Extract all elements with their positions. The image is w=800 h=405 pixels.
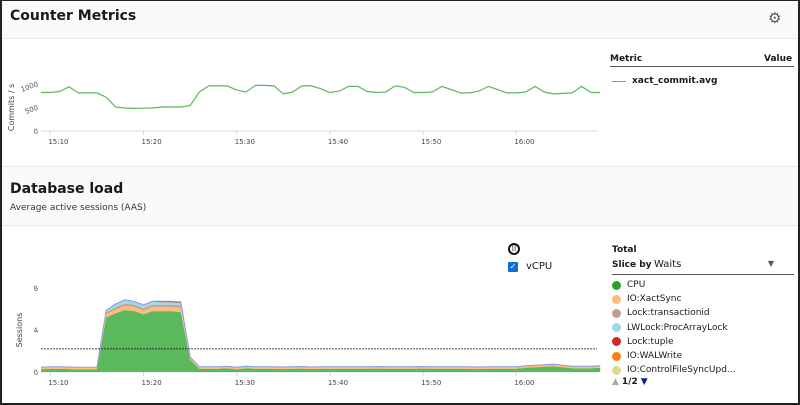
pause-button[interactable]: || xyxy=(508,243,520,255)
legend-label: IO:XactSync xyxy=(627,294,682,305)
color-swatch-icon xyxy=(612,365,621,375)
legend-total: Total xyxy=(612,245,637,255)
x-tick-label: 15:10 xyxy=(48,138,68,146)
legend-item[interactable]: xact_commit.avg xyxy=(612,76,717,86)
section-title: Counter Metrics xyxy=(10,8,137,24)
color-swatch-icon xyxy=(612,351,621,361)
legend-label: xact_commit.avg xyxy=(632,76,718,86)
legend-label: IO:ControlFileSyncUpd... xyxy=(627,365,736,376)
legend-label: LWLock:ProcArrayLock xyxy=(627,322,728,333)
legend-item[interactable]: Lock:tuple xyxy=(612,337,674,347)
x-tick-label: 15:50 xyxy=(421,379,441,387)
color-swatch-icon xyxy=(612,337,621,347)
y-tick-label: 8 xyxy=(32,284,39,293)
x-tick-label: 15:30 xyxy=(235,379,255,387)
checkbox-checked-icon[interactable]: ✓ xyxy=(508,261,518,272)
legend-metric-header: Metric xyxy=(610,54,643,64)
legend-value-header: Value xyxy=(764,54,793,64)
legend-item[interactable]: LWLock:ProcArrayLock xyxy=(612,323,728,333)
legend-label: CPU xyxy=(627,280,646,290)
total-outline xyxy=(40,299,601,368)
legend-item[interactable]: IO:WALWrite xyxy=(612,351,682,361)
database-load-chart: 15:10 15:20 15:30 15:40 15:50 16:00 0 4 8 Session… xyxy=(15,284,601,387)
area-cpu xyxy=(41,310,601,372)
previous-page-icon[interactable]: ▲ xyxy=(612,377,619,387)
x-tick-label: 16:00 xyxy=(514,379,534,387)
section-subtitle: Average active sessions (AAS) xyxy=(10,203,147,213)
x-tick-label: 15:40 xyxy=(328,138,348,146)
slice-by-value: Waits xyxy=(654,259,682,270)
legend-label: Lock:tuple xyxy=(627,336,674,347)
counter-chart: 15:10 15:20 15:30 15:40 15:50 16:00 0 500 1000 Co… xyxy=(7,80,601,146)
page-indicator: 1/2 xyxy=(621,377,638,387)
y-tick-label: 4 xyxy=(32,326,39,335)
legend-item[interactable]: IO:ControlFileSyncUpd... xyxy=(612,365,736,375)
gear-icon[interactable]: ⚙ xyxy=(768,9,782,27)
y-tick-label: 1000 xyxy=(20,80,39,94)
x-tick-label: 16:00 xyxy=(514,138,534,146)
database-load-header: Database load Average active sessions (A… xyxy=(2,166,798,226)
legend-label: IO:WALWrite xyxy=(627,351,683,361)
color-swatch-icon xyxy=(612,280,621,290)
x-tick-label: 15:10 xyxy=(48,379,68,387)
vcpu-label: vCPU xyxy=(526,261,553,272)
legend-pagination: ▲ 1/2 ▼ xyxy=(612,377,648,387)
y-tick-label: 0 xyxy=(32,127,39,136)
x-tick-label: 15:20 xyxy=(142,379,162,387)
slice-by-dropdown[interactable]: Waits ▼ xyxy=(654,259,774,270)
y-axis-label: Sessions xyxy=(15,313,24,348)
slice-by-label: Slice by xyxy=(612,260,652,270)
color-swatch-icon xyxy=(612,323,621,333)
legend-label: Lock:transactionid xyxy=(627,308,710,319)
legend-divider xyxy=(612,274,794,275)
y-axis-label: Commits / s xyxy=(7,84,16,132)
legend-item[interactable]: CPU xyxy=(612,280,645,290)
x-tick-label: 15:30 xyxy=(235,138,255,146)
x-tick-label: 15:40 xyxy=(328,379,348,387)
counter-metrics-header: Counter Metrics ⚙ xyxy=(2,1,798,39)
next-page-icon[interactable]: ▼ xyxy=(640,377,648,387)
caret-down-icon: ▼ xyxy=(767,259,774,268)
series-line-xact-commit-avg xyxy=(41,84,601,110)
y-tick-label: 500 xyxy=(24,104,39,116)
section-title: Database load xyxy=(10,181,124,197)
color-swatch-icon xyxy=(612,308,621,318)
x-tick-label: 15:50 xyxy=(421,138,441,146)
legend-item[interactable]: IO:XactSync xyxy=(612,294,681,304)
legend-item[interactable]: Lock:transactionid xyxy=(612,308,710,318)
x-tick-label: 15:20 xyxy=(142,138,162,146)
vcpu-toggle[interactable]: ✓ vCPU xyxy=(508,261,552,272)
y-tick-label: 0 xyxy=(32,368,39,377)
line-swatch-icon xyxy=(612,80,626,82)
color-swatch-icon xyxy=(612,294,621,304)
legend-divider xyxy=(610,66,794,67)
